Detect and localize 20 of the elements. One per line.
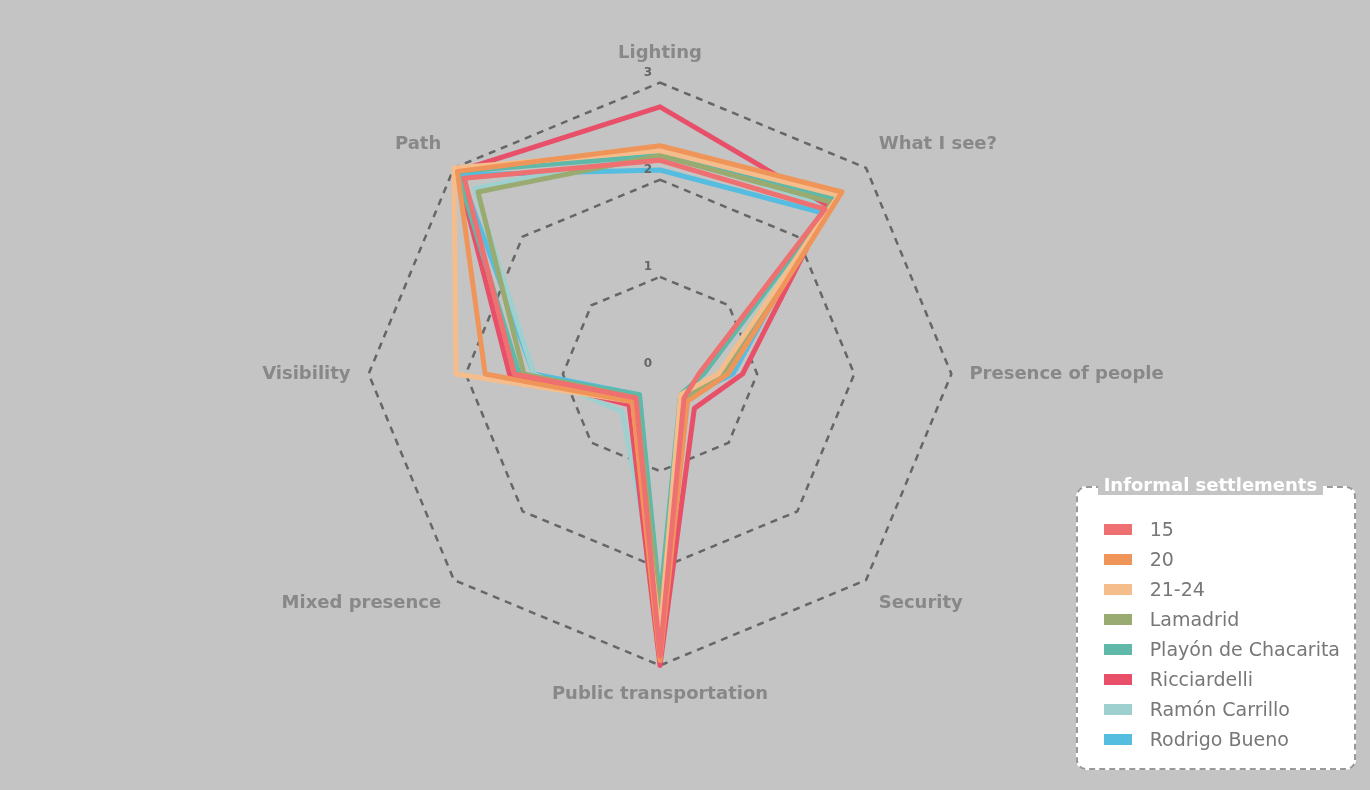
spoke-label: Presence of people [969,361,1164,383]
spoke-label: Lighting [618,41,702,63]
y-tick-label: 1 [643,258,653,273]
legend-label: 15 [1149,518,1174,540]
legend-label: Rodrigo Bueno [1149,728,1289,750]
spoke-label: Public transportation [551,681,769,703]
spoke-label: Visibility [262,361,351,383]
legend-title: Informal settlements [1097,474,1324,495]
y-tick-label: 3 [643,64,653,79]
spoke-label: What I see? [878,132,998,154]
spoke-label: Security [878,591,964,613]
legend-label: Playón de Chacarita [1149,638,1340,660]
legend-label: 21-24 [1149,578,1205,600]
legend-label: 20 [1149,548,1174,570]
spoke-label: Path [394,132,442,154]
spoke-label: Mixed presence [281,591,442,613]
legend-label: Lamadrid [1149,608,1240,630]
legend-label: Ramón Carrillo [1149,698,1290,720]
y-tick-label: 0 [643,356,653,371]
legend-label: Ricciardelli [1149,668,1254,690]
